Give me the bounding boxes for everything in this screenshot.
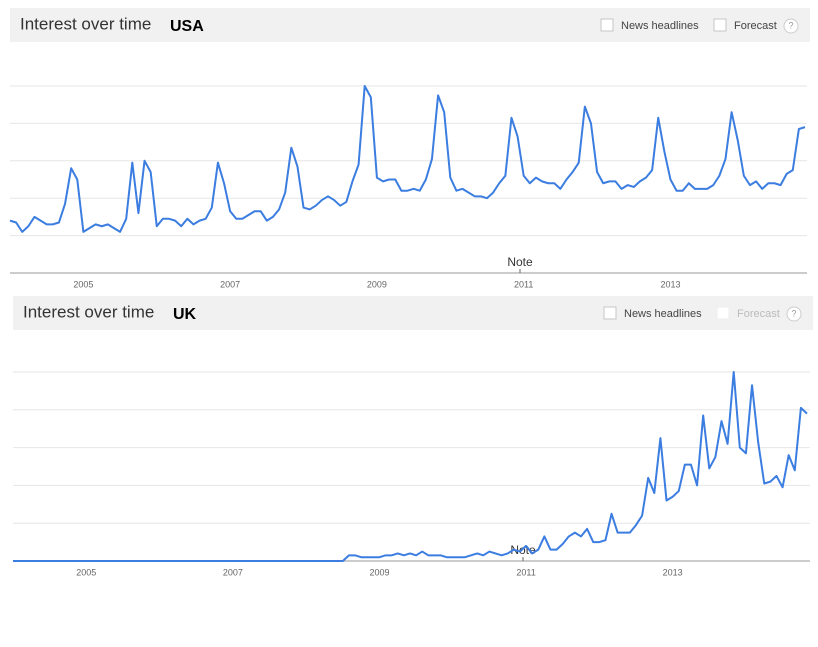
- checkbox[interactable]: [713, 18, 727, 32]
- note-label[interactable]: Note: [507, 255, 533, 269]
- header-bar: [10, 8, 810, 42]
- note-label[interactable]: Note: [510, 543, 536, 557]
- x-tick-label: 2011: [516, 567, 535, 577]
- checkbox-label[interactable]: News headlines: [624, 308, 702, 320]
- help-text[interactable]: ?: [791, 308, 796, 318]
- x-tick-label: 2009: [369, 567, 389, 577]
- help-icon[interactable]: [786, 306, 802, 322]
- x-tick-label: 2013: [663, 567, 683, 577]
- region-label: UK: [173, 306, 197, 323]
- x-tick-label: 2007: [223, 567, 243, 577]
- checkbox-label[interactable]: Forecast: [734, 20, 777, 32]
- help-text[interactable]: ?: [788, 20, 793, 30]
- x-tick-label: 2007: [220, 279, 240, 289]
- x-tick-label: 2005: [76, 567, 96, 577]
- chart-title: Interest over time: [20, 14, 151, 33]
- header-bar: [13, 296, 813, 330]
- checkbox: [716, 306, 730, 320]
- help-icon[interactable]: [783, 18, 799, 34]
- x-tick-label: 2011: [514, 279, 533, 289]
- x-tick-label: 2013: [660, 279, 680, 289]
- checkbox-label[interactable]: News headlines: [621, 20, 699, 32]
- region-label: USA: [170, 18, 204, 35]
- trend-line: [13, 371, 808, 562]
- checkbox-label: Forecast: [737, 308, 780, 320]
- x-tick-label: 2009: [367, 279, 387, 289]
- checkbox[interactable]: [603, 306, 617, 320]
- trend-line: [9, 85, 806, 233]
- checkbox[interactable]: [600, 18, 614, 32]
- chart-title: Interest over time: [23, 302, 154, 321]
- x-tick-label: 2005: [73, 279, 93, 289]
